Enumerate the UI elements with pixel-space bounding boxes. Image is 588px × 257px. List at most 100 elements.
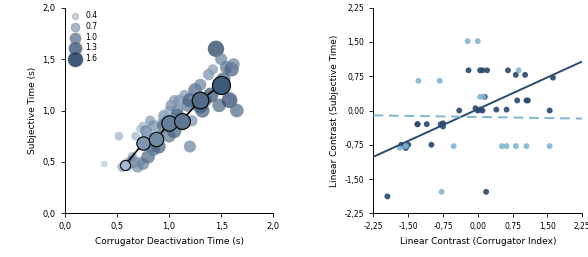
Point (225, 98, 234, 102)
Point (208, 67, 218, 71)
Point (480, 95, 489, 99)
Point (128, 155, 137, 159)
Point (414, 79, 423, 83)
Point (476, 107, 485, 112)
Point (141, 129, 151, 133)
Point (477, 68, 487, 72)
Point (138, 124, 148, 128)
Point (401, 144, 410, 148)
Point (548, 76, 557, 80)
Point (173, 108, 182, 113)
Point (125, 165, 134, 169)
Point (215, 103, 224, 107)
Point (438, 121, 447, 125)
Point (196, 103, 205, 107)
Point (141, 134, 151, 138)
Point (159, 114, 169, 118)
Point (164, 108, 173, 113)
Point (395, 146, 405, 150)
Point (471, 106, 480, 110)
Point (143, 155, 153, 159)
Point (514, 68, 523, 72)
Point (473, 39, 483, 43)
Point (121, 163, 130, 167)
Point (166, 103, 176, 107)
Point (232, 108, 242, 113)
Point (502, 144, 511, 148)
Point (396, 143, 406, 147)
Point (383, 194, 392, 198)
Point (135, 160, 145, 164)
Point (497, 144, 507, 148)
Point (164, 121, 173, 125)
Point (128, 160, 137, 164)
Point (545, 144, 554, 148)
Point (187, 119, 196, 123)
Y-axis label: Linear Contrast (Subjective Time): Linear Contrast (Subjective Time) (330, 34, 339, 187)
Point (196, 98, 205, 102)
Point (177, 119, 186, 123)
Point (511, 73, 520, 77)
Point (216, 57, 226, 61)
Point (191, 88, 200, 92)
Point (196, 83, 205, 87)
Point (219, 78, 228, 82)
Point (177, 121, 186, 125)
Point (211, 47, 220, 51)
Point (122, 160, 132, 164)
Point (482, 190, 491, 194)
Point (138, 162, 148, 166)
Point (463, 39, 472, 43)
Point (216, 83, 226, 87)
Point (403, 143, 413, 147)
Point (227, 67, 236, 71)
Point (145, 119, 155, 123)
Point (455, 108, 464, 113)
Point (162, 117, 172, 121)
Point (464, 68, 473, 72)
Point (198, 108, 207, 113)
Point (154, 134, 163, 138)
Point (523, 98, 533, 103)
Point (520, 73, 530, 77)
Point (156, 121, 165, 125)
Point (522, 144, 531, 148)
Point (164, 134, 173, 138)
Point (149, 124, 158, 128)
Point (193, 93, 203, 97)
Point (169, 129, 179, 133)
Point (206, 93, 215, 97)
Point (185, 98, 195, 102)
Point (522, 98, 531, 103)
Point (149, 148, 158, 152)
Point (438, 124, 447, 128)
Point (185, 144, 195, 149)
Point (479, 95, 488, 99)
Point (135, 127, 145, 131)
Point (133, 165, 142, 169)
Point (204, 72, 213, 77)
Point (413, 122, 422, 126)
X-axis label: Corrugator Deactivation Time (s): Corrugator Deactivation Time (s) (95, 237, 243, 246)
Point (143, 131, 153, 135)
Point (436, 122, 445, 126)
Point (138, 141, 148, 145)
Point (492, 107, 501, 112)
Point (201, 98, 211, 102)
Point (435, 79, 445, 83)
Point (183, 103, 192, 107)
Point (476, 95, 485, 99)
Point (118, 165, 127, 169)
Point (513, 98, 522, 103)
Point (99, 162, 109, 166)
Point (449, 144, 459, 148)
Point (427, 143, 436, 147)
Point (476, 68, 485, 72)
Point (401, 146, 410, 150)
Point (169, 98, 179, 102)
Point (222, 65, 231, 69)
Point (152, 137, 161, 141)
Point (473, 108, 483, 113)
Y-axis label: Subjective Time (s): Subjective Time (s) (28, 67, 37, 154)
Point (173, 114, 182, 118)
